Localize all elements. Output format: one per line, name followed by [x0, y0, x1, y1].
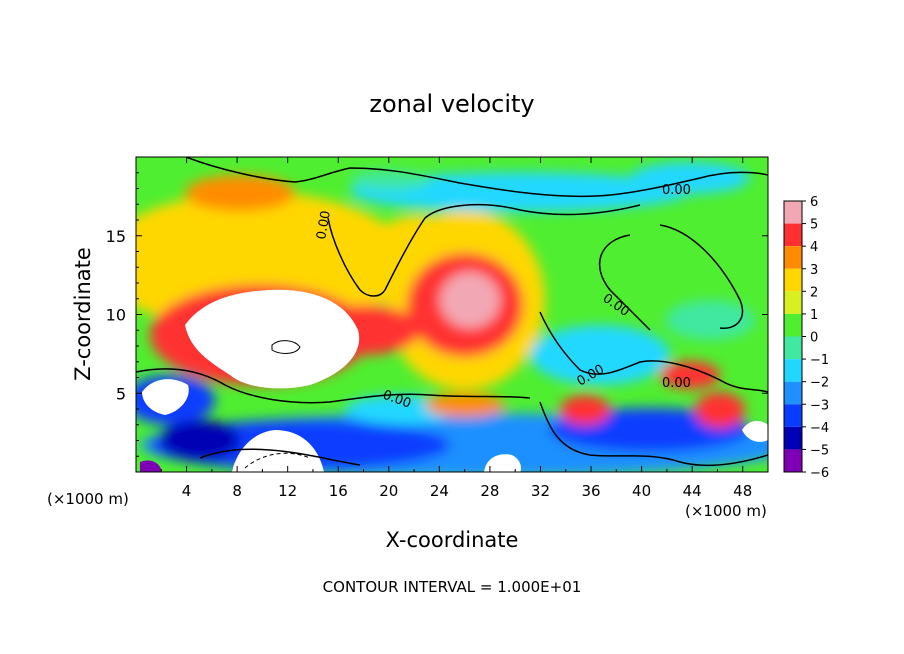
x-tick-label: 48: [733, 482, 752, 500]
x-tick-label: 8: [232, 482, 242, 500]
contour-label: 0.00: [314, 210, 334, 241]
contour-interval-note: CONTOUR INTERVAL = 1.000E+01: [323, 578, 582, 596]
x-tick-label: 4: [182, 482, 192, 500]
velocity-field: [136, 157, 768, 472]
zero-contours: [136, 157, 768, 467]
colorbar-swatch: [784, 246, 802, 269]
x-tick-label: 36: [581, 482, 600, 500]
colorbar-tick-label: 2: [810, 285, 818, 300]
contour-label: 0.00: [662, 183, 691, 198]
colorbar-tick-label: −4: [810, 421, 829, 436]
contour-label: 0.00: [662, 376, 691, 391]
colorbar-swatch: [784, 404, 802, 427]
x-axis-label: X-coordinate: [386, 528, 519, 552]
x-tick-label: 28: [480, 482, 499, 500]
plot-area: [135, 156, 769, 473]
colorbar-swatch: [784, 426, 802, 450]
colorbar-tick-label: −2: [810, 376, 829, 391]
x-tick-label: 44: [683, 482, 702, 500]
colorbar-tick-label: 3: [810, 263, 818, 278]
colorbar-tick-label: 1: [810, 308, 818, 323]
colorbar-swatch: [784, 223, 802, 247]
y-tick-label: 10: [106, 306, 126, 325]
x-tick-label: 32: [531, 482, 550, 500]
x-unit-left: (×1000 m): [47, 490, 129, 508]
colorbar-tick-label: −5: [810, 443, 829, 458]
x-tick-label: 24: [430, 482, 449, 500]
x-unit-right: (×1000 m): [685, 502, 767, 520]
x-axis: 4 8 12 16 20 24 28 32 36 40 44 48: [160, 157, 752, 500]
colorbar-tick-label: 0: [810, 331, 818, 346]
x-tick-label: 16: [329, 482, 348, 500]
colorbar-swatch: [784, 291, 802, 314]
colorbar-tick-label: −6: [810, 466, 829, 481]
colorbar-swatch: [784, 201, 802, 224]
colorbar-swatch: [784, 313, 802, 337]
colorbar: 6 5 4 3 2 1 0 −1 −2 −3 −4 −5 −6: [783, 195, 829, 481]
x-tick-label: 12: [278, 482, 297, 500]
colorbar-swatch: [784, 449, 802, 472]
chart-title: zonal velocity: [369, 90, 534, 118]
colorbar-tick-label: 6: [810, 195, 818, 210]
colorbar-tick-label: 5: [810, 218, 818, 233]
colorbar-swatch: [784, 381, 802, 405]
colorbar-tick-label: −1: [810, 353, 829, 368]
x-tick-label: 40: [632, 482, 651, 500]
y-tick-label: 5: [116, 384, 126, 403]
y-tick-label: 15: [106, 227, 126, 246]
x-tick-label: 20: [379, 482, 398, 500]
y-axis: 5 10 15: [106, 172, 768, 457]
colorbar-swatch: [784, 268, 802, 292]
colorbar-swatch: [784, 336, 802, 360]
colorbar-tick-label: 4: [810, 240, 818, 255]
colorbar-tick-label: −3: [810, 398, 829, 413]
y-axis-label: Z-coordinate: [71, 247, 95, 381]
colorbar-swatch: [784, 359, 802, 382]
